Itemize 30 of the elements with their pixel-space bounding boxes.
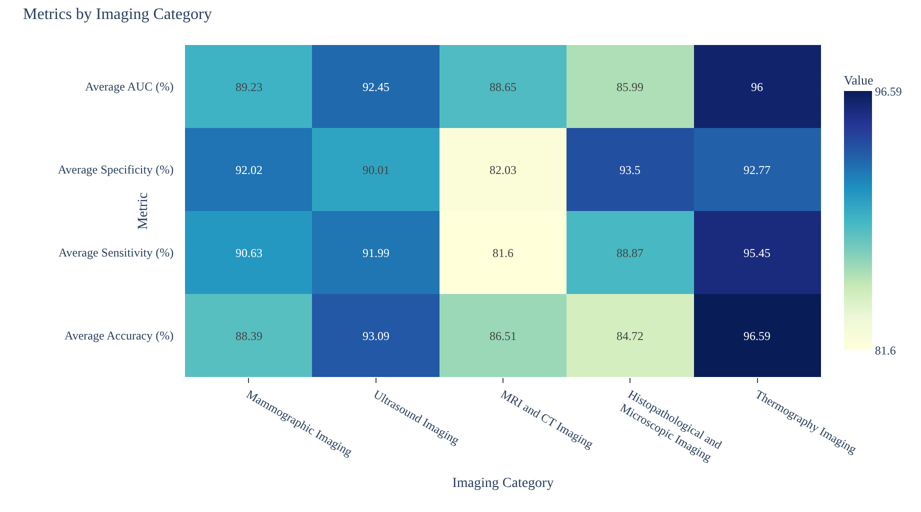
data-label: 88.87 xyxy=(616,246,644,260)
data-label: 82.03 xyxy=(490,163,516,178)
data-label: 92.77 xyxy=(744,163,770,178)
x-axis-title: Imaging Category xyxy=(452,476,554,491)
color-bar-label: 81.6 xyxy=(874,344,896,358)
chart-title: Metrics by Imaging Category xyxy=(23,6,212,23)
color-bar-title: Value xyxy=(844,72,874,88)
data-label: 95.45 xyxy=(744,246,770,260)
data-label: 88.39 xyxy=(236,329,262,344)
data-label: 88.65 xyxy=(490,80,516,94)
data-label: 93.5 xyxy=(620,163,640,178)
color-bar-label: 96.59 xyxy=(874,84,902,99)
data-label: 93.09 xyxy=(362,329,390,344)
y-tick-label: Average Accuracy (%) xyxy=(64,328,174,343)
data-label: 89.23 xyxy=(236,80,262,94)
data-label: 96.59 xyxy=(744,329,770,344)
y-axis-title: Metric xyxy=(136,192,151,230)
data-label: 91.99 xyxy=(362,246,390,260)
data-label: 90.63 xyxy=(236,246,262,260)
data-label: 81.6 xyxy=(492,246,514,260)
y-tick-label: Average AUC (%) xyxy=(85,80,174,94)
data-label: 92.02 xyxy=(236,163,262,178)
data-label: 96 xyxy=(751,80,763,94)
y-tick-label: Average Specificity (%) xyxy=(58,162,174,177)
data-label: 86.51 xyxy=(490,329,516,344)
data-label: 92.45 xyxy=(362,80,390,94)
data-label: 85.99 xyxy=(616,80,644,94)
data-label: 90.01 xyxy=(362,163,390,178)
y-tick-label: Average Sensitivity (%) xyxy=(58,246,174,260)
data-label: 84.72 xyxy=(616,329,644,344)
